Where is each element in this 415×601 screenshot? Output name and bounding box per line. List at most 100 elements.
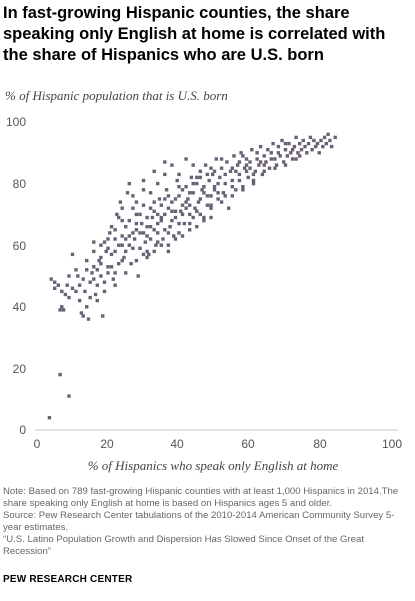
scatter-point: [106, 265, 110, 269]
scatter-point: [129, 262, 133, 266]
scatter-point: [145, 249, 149, 254]
scatter-point: [264, 160, 268, 164]
scatter-point: [237, 160, 242, 164]
scatter-point: [131, 206, 135, 210]
scatter-point: [99, 243, 103, 247]
scatter-point: [209, 194, 213, 198]
scatter-point: [134, 228, 139, 232]
scatter-point: [152, 209, 156, 213]
scatter-point: [221, 191, 226, 195]
scatter-point: [120, 218, 124, 223]
scatter-point: [214, 157, 218, 161]
scatter-point: [239, 151, 243, 155]
scatter-point: [134, 221, 139, 226]
scatter-point: [177, 221, 181, 226]
scatter-point: [148, 191, 153, 195]
scatter-point: [145, 225, 149, 229]
scatter-point: [258, 160, 263, 164]
x-tick-label: 40: [170, 437, 184, 451]
scatter-point: [106, 237, 110, 241]
scatter-point: [294, 135, 298, 140]
scatter-point: [202, 185, 206, 189]
scatter-point: [156, 231, 160, 235]
scatter-point: [230, 166, 234, 170]
scatter-point: [113, 237, 117, 241]
scatter-point: [189, 175, 194, 180]
scatter-point: [134, 200, 139, 204]
x-tick-label: 60: [241, 437, 255, 451]
y-tick-label: 100: [6, 115, 26, 129]
scatter-point: [211, 172, 215, 177]
scatter-point: [191, 163, 195, 167]
scatter-point: [310, 148, 314, 152]
scatter-point: [278, 154, 282, 158]
scatter-point: [219, 157, 224, 161]
scatter-point: [177, 185, 181, 189]
scatter-point: [145, 255, 149, 260]
scatter-point: [168, 225, 172, 229]
scatter-point: [202, 218, 206, 223]
scatter-point: [111, 277, 115, 281]
scatter-point: [113, 249, 117, 254]
scatter-point: [179, 209, 183, 213]
scatter-point: [173, 215, 178, 220]
scatter-point: [269, 151, 273, 155]
scatter-point: [209, 215, 213, 220]
scatter-point: [127, 243, 131, 247]
scatter-point: [198, 197, 202, 201]
scatter-point: [219, 166, 224, 170]
scatter-point: [85, 258, 89, 263]
scatter-point: [205, 194, 210, 198]
scatter-point: [173, 209, 178, 213]
scatter-point: [306, 141, 311, 146]
scatter-point: [95, 298, 99, 303]
scatter-point: [106, 271, 110, 275]
scatter-point: [163, 160, 167, 164]
scatter-point: [298, 154, 302, 158]
scatter-point: [237, 172, 242, 177]
scatter-point: [143, 240, 147, 244]
scatter-point: [269, 157, 273, 161]
scatter-point: [191, 215, 195, 220]
scatter-point: [223, 181, 227, 186]
scatter-point: [244, 163, 249, 167]
scatter-point: [109, 225, 114, 229]
scatter-point: [124, 237, 128, 241]
y-tick-label: 80: [13, 177, 27, 191]
scatter-point: [241, 188, 245, 192]
scatter-point: [182, 221, 186, 226]
data-points: [47, 132, 337, 420]
scatter-point: [154, 243, 158, 247]
scatter-point: [145, 234, 149, 238]
scatter-point: [188, 191, 192, 195]
scatter-point: [60, 305, 64, 309]
scatter-point: [230, 185, 234, 189]
scatter-point: [200, 188, 204, 192]
scatter-point: [92, 249, 96, 254]
scatter-point: [109, 265, 114, 269]
scatter-point: [328, 138, 332, 143]
scatter-point: [290, 148, 295, 152]
scatter-point: [195, 175, 199, 180]
scatter-point: [276, 144, 281, 149]
scatter-point: [196, 200, 201, 204]
scatter-point: [251, 178, 256, 183]
scatter-point: [205, 203, 210, 207]
scatter-point: [134, 212, 139, 217]
scatter-point: [289, 151, 293, 155]
scatter-point: [93, 292, 98, 297]
scatter-point: [53, 280, 57, 284]
scatter-point: [79, 311, 84, 315]
scatter-point: [120, 243, 124, 247]
scatter-point: [177, 172, 181, 177]
scatter-point: [314, 144, 318, 149]
scatter-point: [312, 138, 316, 143]
scatter-point: [317, 151, 321, 155]
y-axis-ticks: 0 20 40 60 80 100: [6, 115, 26, 437]
scatter-point: [99, 262, 103, 266]
scatter-point: [159, 215, 163, 220]
scatter-point: [184, 206, 188, 210]
scatter-point: [216, 191, 220, 195]
scatter-point: [159, 243, 163, 247]
scatter-point: [180, 212, 185, 217]
